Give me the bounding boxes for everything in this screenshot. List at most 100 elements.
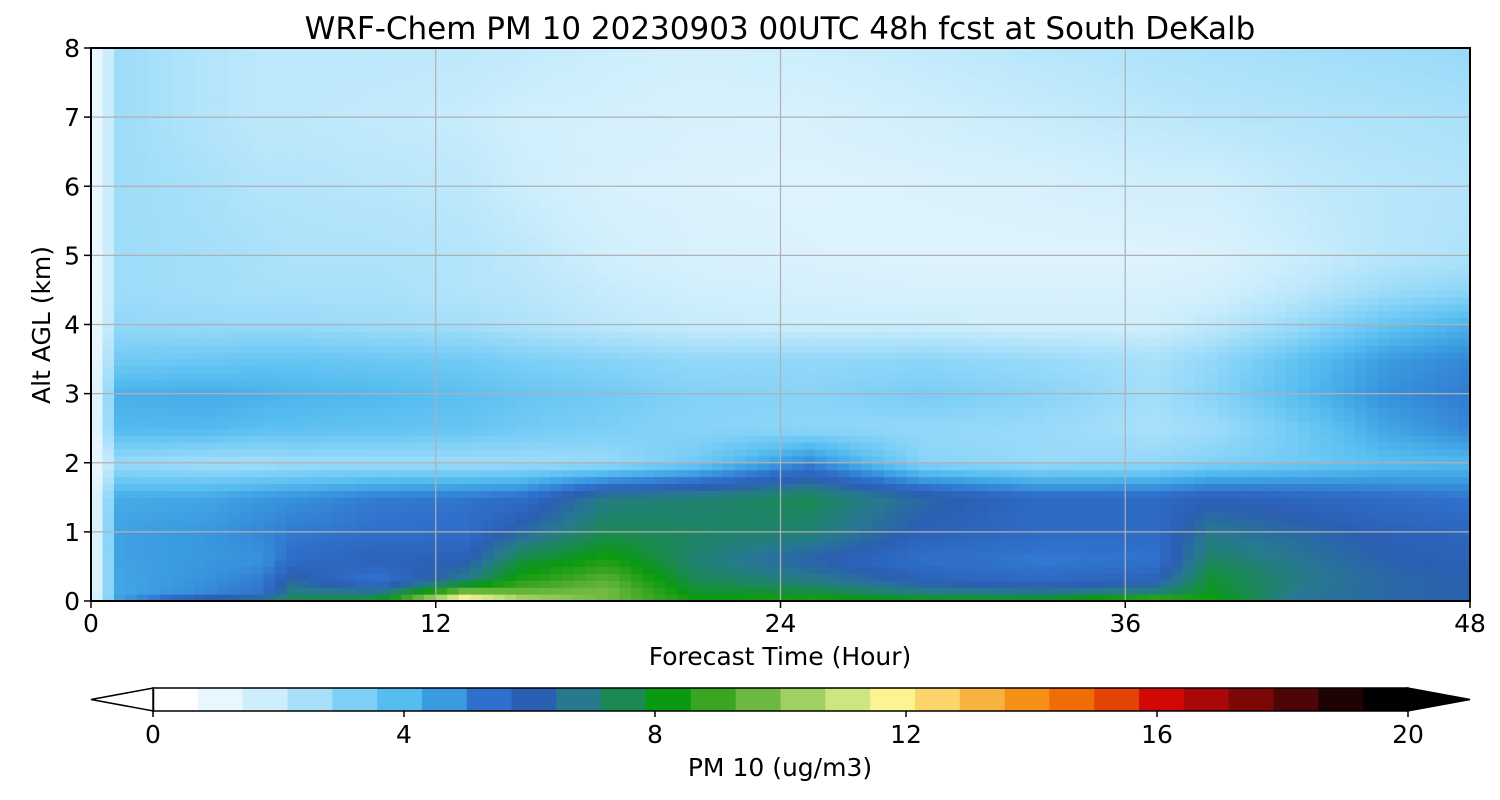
heatmap-cell [102,594,115,601]
heatmap-cell [481,331,494,339]
heatmap-cell [711,393,724,402]
heatmap-cell [401,448,414,457]
heatmap-cell [263,96,276,104]
heatmap-cell [274,220,287,229]
heatmap-cell [631,48,644,56]
heatmap-cell [596,165,609,174]
heatmap-cell [642,276,655,284]
heatmap-cell [447,130,460,139]
heatmap-cell [654,428,667,436]
heatmap-cell [757,386,770,395]
heatmap-cell [240,518,253,526]
heatmap-cell [504,193,517,201]
heatmap-cell [734,531,747,540]
heatmap-cell [91,124,104,132]
heatmap-cell [665,137,678,146]
heatmap-cell [320,262,333,270]
heatmap-cell [539,407,552,415]
heatmap-cell [148,144,161,153]
heatmap-cell [205,448,219,457]
heatmap-cell [608,296,621,305]
heatmap-cell [366,179,379,187]
heatmap-cell [171,580,184,588]
heatmap-cell [182,54,196,63]
heatmap-cell [297,234,310,243]
heatmap-cell [458,511,471,519]
heatmap-cell [780,594,793,601]
heatmap-cell [332,144,345,153]
heatmap-cell [631,296,644,305]
heatmap-cell [125,186,138,194]
heatmap-cell [585,573,598,581]
heatmap-cell [355,352,368,360]
heatmap-cell [378,248,391,256]
heatmap-cell [159,186,173,194]
heatmap-cell [355,296,368,305]
heatmap-cell [711,96,724,104]
heatmap-cell [562,400,575,409]
heatmap-cell [688,359,701,367]
heatmap-cell [688,61,701,70]
heatmap-cell [159,511,173,519]
heatmap-cell [665,462,678,471]
heatmap-cell [631,303,644,312]
heatmap-cell [113,490,127,498]
heatmap-cell [723,587,736,595]
heatmap-cell [366,372,379,381]
heatmap-cell [769,165,782,174]
heatmap-cell [539,96,552,104]
heatmap-cell [642,186,655,194]
heatmap-cell [677,393,690,402]
heatmap-cell [470,213,483,222]
heatmap-cell [91,283,104,291]
heatmap-cell [355,421,368,429]
heatmap-cell [585,110,598,118]
heatmap-cell [746,455,759,464]
heatmap-cell [332,124,345,132]
heatmap-cell [516,455,529,464]
heatmap-cell [458,206,471,215]
heatmap-cell [424,130,437,139]
heatmap-cell [654,400,667,409]
heatmap-cell [631,110,644,118]
heatmap-cell [539,476,552,485]
heatmap-cell [757,220,770,229]
heatmap-cell [148,103,161,111]
heatmap-cell [194,124,207,132]
heatmap-cell [631,255,644,263]
heatmap-cell [401,117,414,125]
heatmap-cell [608,255,621,263]
heatmap-cell [378,144,391,153]
heatmap-cell [539,110,552,118]
heatmap-cell [504,82,517,91]
heatmap-cell [251,338,264,346]
heatmap-cell [746,393,759,402]
heatmap-cell [228,317,241,326]
heatmap-cell [481,400,494,409]
heatmap-cell [539,469,552,478]
heatmap-cell [447,137,460,146]
heatmap-cell [757,448,770,457]
heatmap-cell [688,524,701,533]
heatmap-cell [470,448,483,457]
heatmap-cell [791,48,805,56]
heatmap-cell [102,96,115,104]
heatmap-cell [125,566,138,574]
heatmap-cell [470,165,483,174]
heatmap-cell [493,158,506,167]
heatmap-cell [746,476,759,485]
heatmap-cell [205,365,219,374]
heatmap-cell [378,206,391,215]
heatmap-cell [263,68,276,77]
heatmap-cell [332,573,345,581]
heatmap-cell [516,248,529,256]
heatmap-cell [113,435,127,443]
heatmap-cell [700,255,713,263]
heatmap-cell [159,331,173,339]
heatmap-cell [780,345,793,353]
heatmap-cell [458,448,471,457]
heatmap-cell [654,262,667,270]
heatmap-cell [136,400,150,409]
heatmap-cell [228,587,241,595]
heatmap-cell [378,442,391,450]
